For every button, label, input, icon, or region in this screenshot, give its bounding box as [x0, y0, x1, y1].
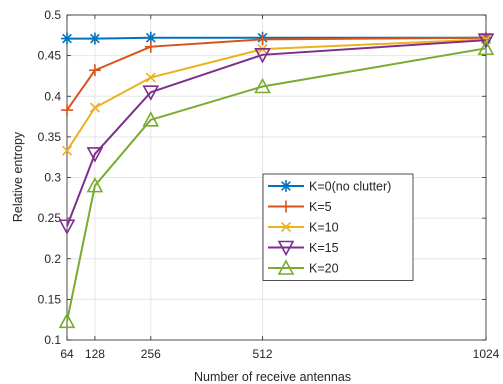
- data-point: [61, 104, 73, 117]
- legend: K=0(no clutter) K=5 K=10 K=15 K=20: [262, 173, 414, 281]
- y-tick-label: 0.5: [44, 8, 61, 22]
- y-axis-label: Relative entropy: [11, 131, 25, 222]
- legend-label: K=5: [309, 200, 332, 214]
- legend-marker: [277, 259, 295, 275]
- x-axis-label: Number of receive antennas: [194, 370, 351, 384]
- data-point: [254, 77, 271, 94]
- legend-marker: [277, 240, 295, 257]
- axes: 64 128 256 512 1024 0.1 0.15 0.2 0.25 0.3 0.35 0.4 0…: [38, 8, 500, 361]
- data-point: [142, 85, 160, 101]
- data-point: [88, 64, 101, 77]
- legend-label: K=20: [309, 262, 339, 276]
- x-tick-label: 256: [141, 347, 161, 361]
- data-point: [61, 145, 73, 156]
- data-point: [144, 31, 157, 44]
- data-point: [142, 111, 160, 127]
- data-point: [86, 176, 104, 193]
- legend-marker: [280, 180, 292, 192]
- legend-label: K=15: [309, 241, 339, 255]
- y-tick-label: 0.1: [44, 333, 61, 347]
- data-point: [477, 33, 495, 49]
- data-point: [88, 32, 101, 45]
- y-tick-label: 0.35: [38, 130, 62, 144]
- legend-entry: K=5: [268, 200, 332, 214]
- series-4: [58, 33, 495, 235]
- series-line: [66, 47, 487, 322]
- data-point: [145, 72, 156, 83]
- series-2: [61, 31, 492, 117]
- x-tick-label: 1024: [473, 347, 500, 361]
- legend-label: K=0(no clutter): [309, 180, 391, 194]
- data-point: [86, 147, 104, 163]
- y-tick-label: 0.15: [38, 292, 62, 306]
- y-tick-label: 0.4: [44, 89, 61, 103]
- x-tick-label: 512: [253, 347, 273, 361]
- legend-entry: K=10: [268, 221, 339, 235]
- data-point: [89, 102, 100, 113]
- y-tick-label: 0.45: [38, 49, 62, 63]
- x-tick-label: 64: [60, 347, 74, 361]
- legend-marker: [280, 221, 292, 233]
- data-point: [256, 33, 269, 46]
- legend-marker: [280, 200, 292, 213]
- data-point: [477, 39, 495, 56]
- data-point: [61, 32, 73, 45]
- x-tick-label: 128: [85, 347, 105, 361]
- y-tick-label: 0.2: [44, 252, 61, 266]
- series-5: [58, 39, 495, 329]
- series-line: [66, 39, 487, 227]
- data-point: [58, 219, 76, 235]
- legend-entry: K=20: [268, 259, 339, 276]
- axes-box: [66, 14, 487, 341]
- data-point: [144, 40, 157, 53]
- y-tick-label: 0.3: [44, 171, 61, 185]
- data-point: [254, 48, 271, 64]
- data-point: [58, 312, 76, 329]
- legend-label: K=10: [309, 221, 339, 235]
- legend-entry: K=0(no clutter): [268, 180, 391, 194]
- legend-entry: K=15: [268, 240, 339, 257]
- series-layer: [58, 31, 495, 329]
- y-tick-label: 0.25: [38, 211, 62, 225]
